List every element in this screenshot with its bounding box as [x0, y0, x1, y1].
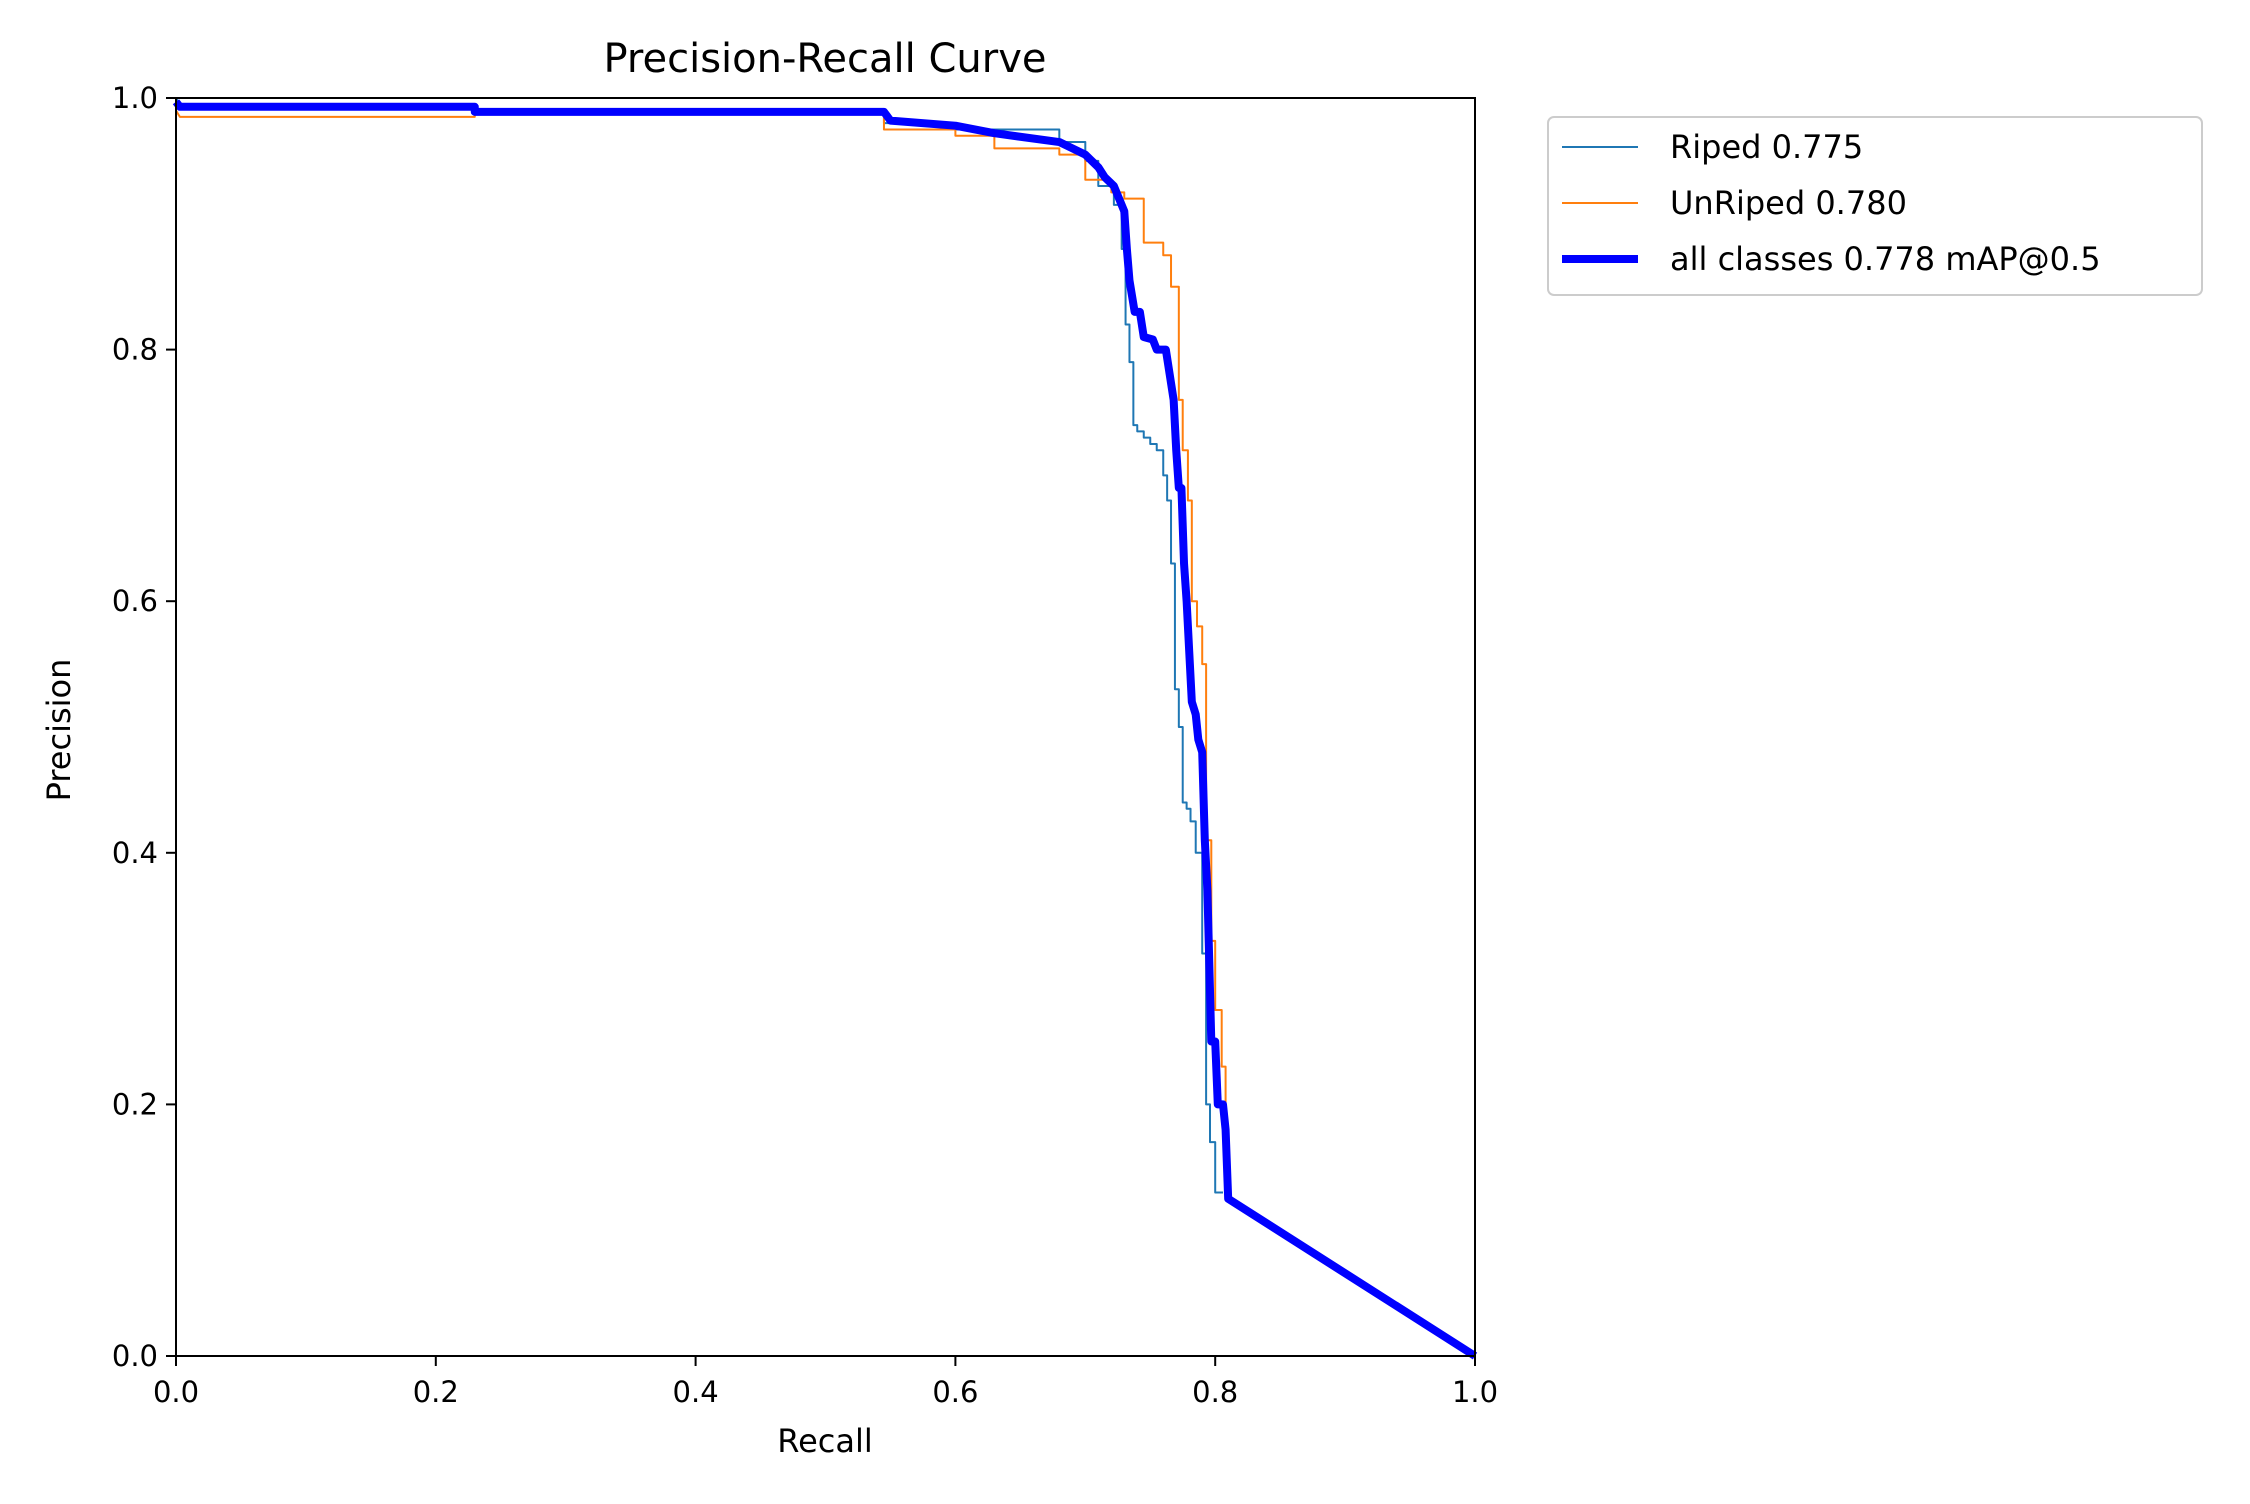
legend-box	[1547, 116, 2203, 296]
x-axis-label: Recall	[777, 1422, 872, 1460]
plot-area: 0.0 0.2 0.4 0.6 0.8 1.0 0.0 0.2 0.4 0.6 0.8 1.0	[112, 81, 1498, 1409]
y-tick-label: 0.6	[112, 584, 158, 618]
x-tick-label: 0.2	[413, 1375, 459, 1409]
series-group	[172, 97, 1478, 1360]
x-tick-label: 0.4	[673, 1375, 719, 1409]
y-tick-label: 0.2	[112, 1087, 158, 1121]
x-tick-label: 0.6	[932, 1375, 978, 1409]
legend-label-1: Riped 0.775	[1670, 128, 1863, 166]
series-line-3	[172, 99, 1478, 1360]
series-line-1	[175, 97, 1223, 1194]
y-tick-label: 0.0	[112, 1339, 158, 1373]
legend: Riped 0.775 UnRiped 0.780 all classes 0.77…	[1547, 116, 2203, 296]
y-axis-label: Precision	[40, 659, 78, 802]
x-tick-label: 1.0	[1452, 1375, 1498, 1409]
y-tick-label: 0.4	[112, 836, 158, 870]
chart-title: Precision-Recall Curve	[604, 36, 1047, 82]
legend-label-3: all classes 0.778 mAP@0.5	[1670, 240, 2101, 278]
legend-label-2: UnRiped 0.780	[1670, 184, 1907, 222]
y-tick-label: 1.0	[112, 81, 158, 115]
plot-frame	[175, 97, 1476, 1357]
y-tick-label: 0.8	[112, 333, 158, 367]
x-tick-label: 0.8	[1192, 1375, 1238, 1409]
x-tick-label: 0.0	[153, 1375, 199, 1409]
